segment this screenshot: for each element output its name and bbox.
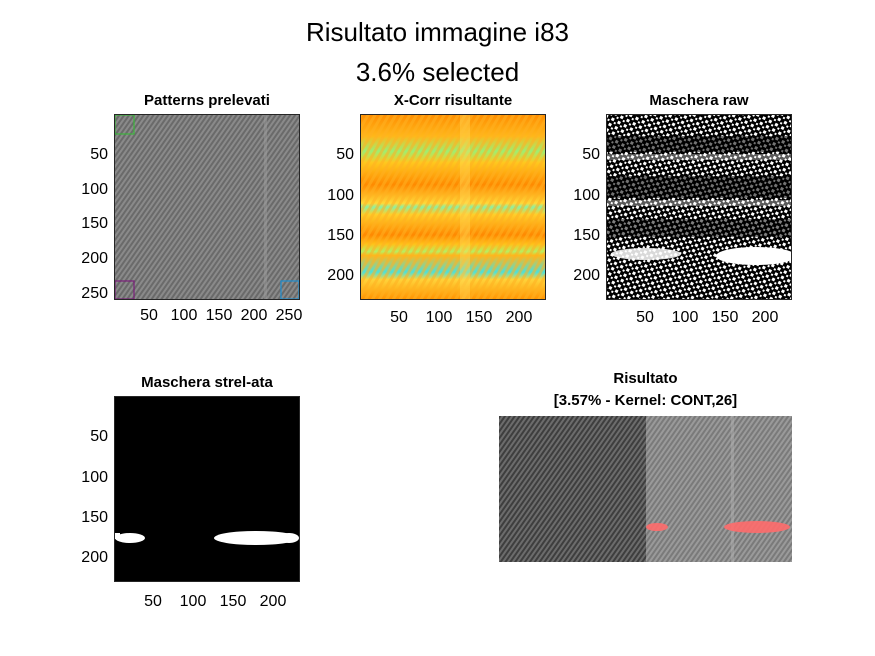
x-tick: 50 [636, 309, 654, 326]
x-tick: 250 [275, 307, 303, 324]
result-image [499, 416, 792, 562]
figure-subtitle: 3.6% selected [355, 57, 520, 87]
strel-mask-image [114, 396, 300, 582]
y-tick: 200 [327, 267, 354, 284]
y-tick: 100 [81, 181, 108, 198]
y-tick: 150 [573, 227, 600, 244]
panel-subtitle-result: [3.57% - Kernel: CONT,26] [553, 392, 738, 409]
y-tick: 150 [81, 215, 108, 232]
x-tick: 150 [205, 307, 233, 324]
highlight-region [724, 521, 790, 533]
y-tick: 50 [336, 146, 354, 163]
x-tick: 150 [219, 593, 247, 610]
x-tick: 100 [671, 309, 699, 326]
y-tick: 150 [327, 227, 354, 244]
panel-title-result: Risultato [613, 370, 678, 387]
panel-title-xcorr: X-Corr risultante [393, 92, 513, 109]
x-tick: 150 [711, 309, 739, 326]
xcorr-heatmap [360, 114, 546, 300]
x-tick: 150 [465, 309, 493, 326]
x-tick: 50 [140, 307, 158, 324]
y-tick: 200 [81, 549, 108, 566]
panel-title-mask-raw: Maschera raw [649, 92, 749, 109]
x-tick: 200 [505, 309, 533, 326]
x-tick: 100 [425, 309, 453, 326]
x-tick: 100 [179, 593, 207, 610]
panel-title-patterns: Patterns prelevati [144, 92, 270, 109]
y-tick: 200 [573, 267, 600, 284]
y-tick: 50 [90, 428, 108, 445]
x-tick: 200 [751, 309, 779, 326]
figure-title: Risultato immagine i83 [305, 17, 569, 47]
y-tick: 100 [81, 469, 108, 486]
y-tick: 250 [81, 285, 108, 302]
highlight-region [646, 523, 668, 531]
raw-mask-image [606, 114, 792, 300]
y-tick: 150 [81, 509, 108, 526]
x-tick: 50 [144, 593, 162, 610]
y-tick: 100 [573, 187, 600, 204]
sample-box-green [114, 114, 135, 135]
y-tick: 100 [327, 187, 354, 204]
patterns-image [114, 114, 300, 300]
panel-title-mask-strel: Maschera strel-ata [141, 374, 273, 391]
y-tick: 50 [582, 146, 600, 163]
x-tick: 200 [240, 307, 268, 324]
y-tick: 50 [90, 146, 108, 163]
x-tick: 100 [170, 307, 198, 324]
x-tick: 200 [259, 593, 287, 610]
y-tick: 200 [81, 250, 108, 267]
x-tick: 50 [390, 309, 408, 326]
